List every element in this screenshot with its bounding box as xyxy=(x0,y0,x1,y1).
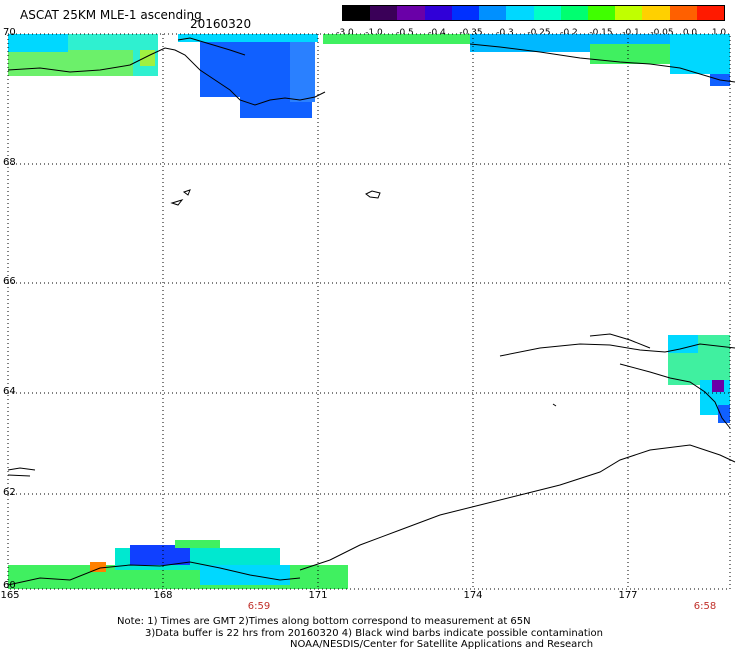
swath-cell xyxy=(8,34,68,52)
time-label: 6:58 xyxy=(693,601,717,612)
swath-cell xyxy=(140,50,155,66)
time-label: 6:59 xyxy=(247,601,271,612)
coastlines xyxy=(7,37,736,586)
map-date: 20160320 xyxy=(190,17,252,31)
colorbar-label: -0.35 xyxy=(459,28,483,38)
colorbar-segment xyxy=(587,6,616,20)
colorbar-segment xyxy=(506,6,534,20)
colorbar-segment xyxy=(451,6,480,20)
colorbar-label: -0.4 xyxy=(428,28,446,38)
lon-label: 165 xyxy=(0,590,20,601)
lon-label: 174 xyxy=(463,590,483,601)
colorbar-segment xyxy=(370,6,398,20)
colorbar-label: -0.15 xyxy=(589,28,613,38)
lat-label: 70 xyxy=(3,27,16,38)
lat-label: 60 xyxy=(3,580,16,591)
colorbar-label: -0.25 xyxy=(527,28,551,38)
colorbar-label: -1.0 xyxy=(365,28,383,38)
swath-cell xyxy=(668,335,698,353)
note-line-3: NOAA/NESDIS/Center for Satellite Applica… xyxy=(290,639,594,650)
colorbar-segment xyxy=(533,6,561,20)
note-line-1: Note: 1) Times are GMT 2)Times along bot… xyxy=(117,616,531,627)
swath-cell xyxy=(670,34,730,74)
swath-cell xyxy=(712,380,724,392)
lon-label: 168 xyxy=(153,590,173,601)
colorbar-segment xyxy=(424,6,452,20)
lat-label: 68 xyxy=(3,157,16,168)
swath-cell xyxy=(90,562,106,572)
lat-label: 62 xyxy=(3,487,16,498)
swath-cell xyxy=(130,545,190,565)
map-title: ASCAT 25KM MLE-1 ascending xyxy=(20,8,202,22)
colorbar-segment xyxy=(615,6,643,20)
lon-label: 177 xyxy=(618,590,638,601)
swath-cell xyxy=(718,405,730,423)
colorbar-segment xyxy=(642,6,670,20)
colorbar-label: -0.2 xyxy=(560,28,578,38)
colorbar-label: -0.05 xyxy=(650,28,674,38)
colorbar-segment xyxy=(669,6,697,20)
colorbar-segment xyxy=(397,6,425,20)
colorbar-label: -0.1 xyxy=(622,28,640,38)
colorbar-label: 0.0 xyxy=(682,28,698,38)
colorbar-label: -0.5 xyxy=(396,28,414,38)
swath-cell xyxy=(175,540,220,548)
note-line-2: 3)Data buffer is 22 hrs from 20160320 4)… xyxy=(145,628,603,639)
map-frame xyxy=(7,33,731,590)
lat-label: 64 xyxy=(3,386,16,397)
swath-cell xyxy=(290,42,315,102)
colorbar-segment xyxy=(343,6,371,20)
lat-lon-grid xyxy=(8,34,730,589)
lat-label: 66 xyxy=(3,276,16,287)
colorbar-label: -3.0 xyxy=(336,28,354,38)
swath-cell xyxy=(200,565,290,585)
colorbar-label: 1.0 xyxy=(711,28,727,38)
colorbar xyxy=(342,5,725,21)
colorbar-label: -0.3 xyxy=(496,28,514,38)
colorbar-segment xyxy=(560,6,588,20)
colorbar-segment xyxy=(696,6,725,20)
lon-label: 171 xyxy=(308,590,328,601)
swath-cell xyxy=(178,34,318,42)
colorbar-segment xyxy=(479,6,507,20)
data-swaths xyxy=(8,34,730,589)
